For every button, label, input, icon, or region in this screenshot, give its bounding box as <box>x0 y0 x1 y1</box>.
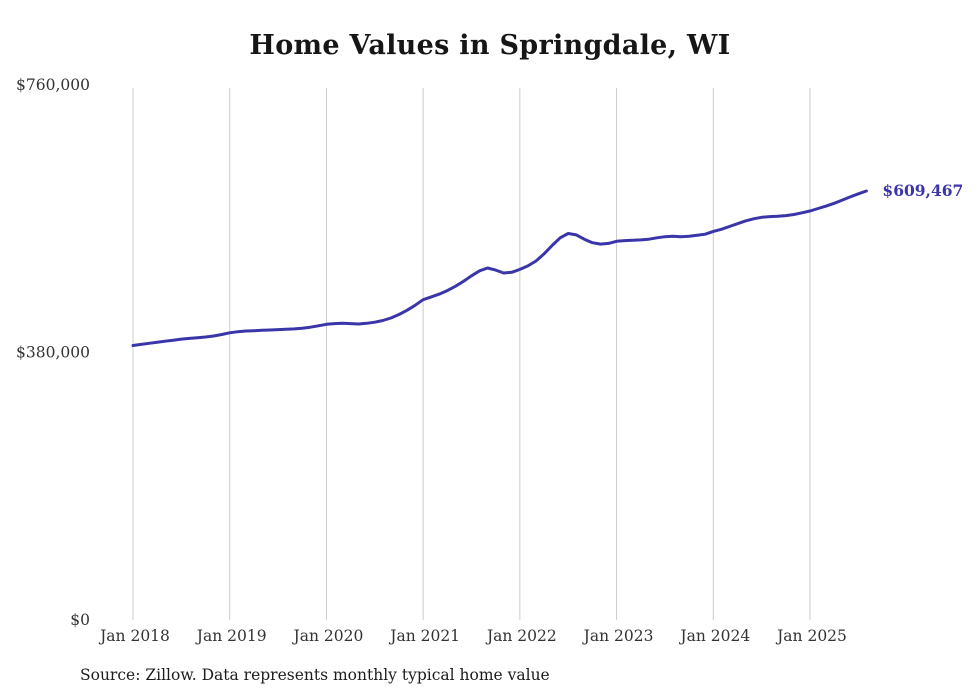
chart-title: Home Values in Springdale, WI <box>249 30 731 61</box>
y-tick-label: $380,000 <box>16 344 90 362</box>
x-tick-label: Jan 2018 <box>98 627 170 645</box>
x-tick-label: Jan 2025 <box>775 627 847 645</box>
source-note: Source: Zillow. Data represents monthly … <box>80 666 550 684</box>
home-value-line <box>131 189 868 347</box>
x-tick-label: Jan 2022 <box>485 627 557 645</box>
end-value-label: $609,467 <box>882 181 963 200</box>
y-tick-label: $0 <box>70 611 90 629</box>
x-tick-label: Jan 2020 <box>292 627 364 645</box>
y-tick-label: $760,000 <box>16 76 90 94</box>
x-tick-label: Jan 2019 <box>195 627 267 645</box>
x-tick-label: Jan 2023 <box>582 627 654 645</box>
x-tick-label: Jan 2024 <box>678 627 750 645</box>
x-tick-label: Jan 2021 <box>388 627 460 645</box>
